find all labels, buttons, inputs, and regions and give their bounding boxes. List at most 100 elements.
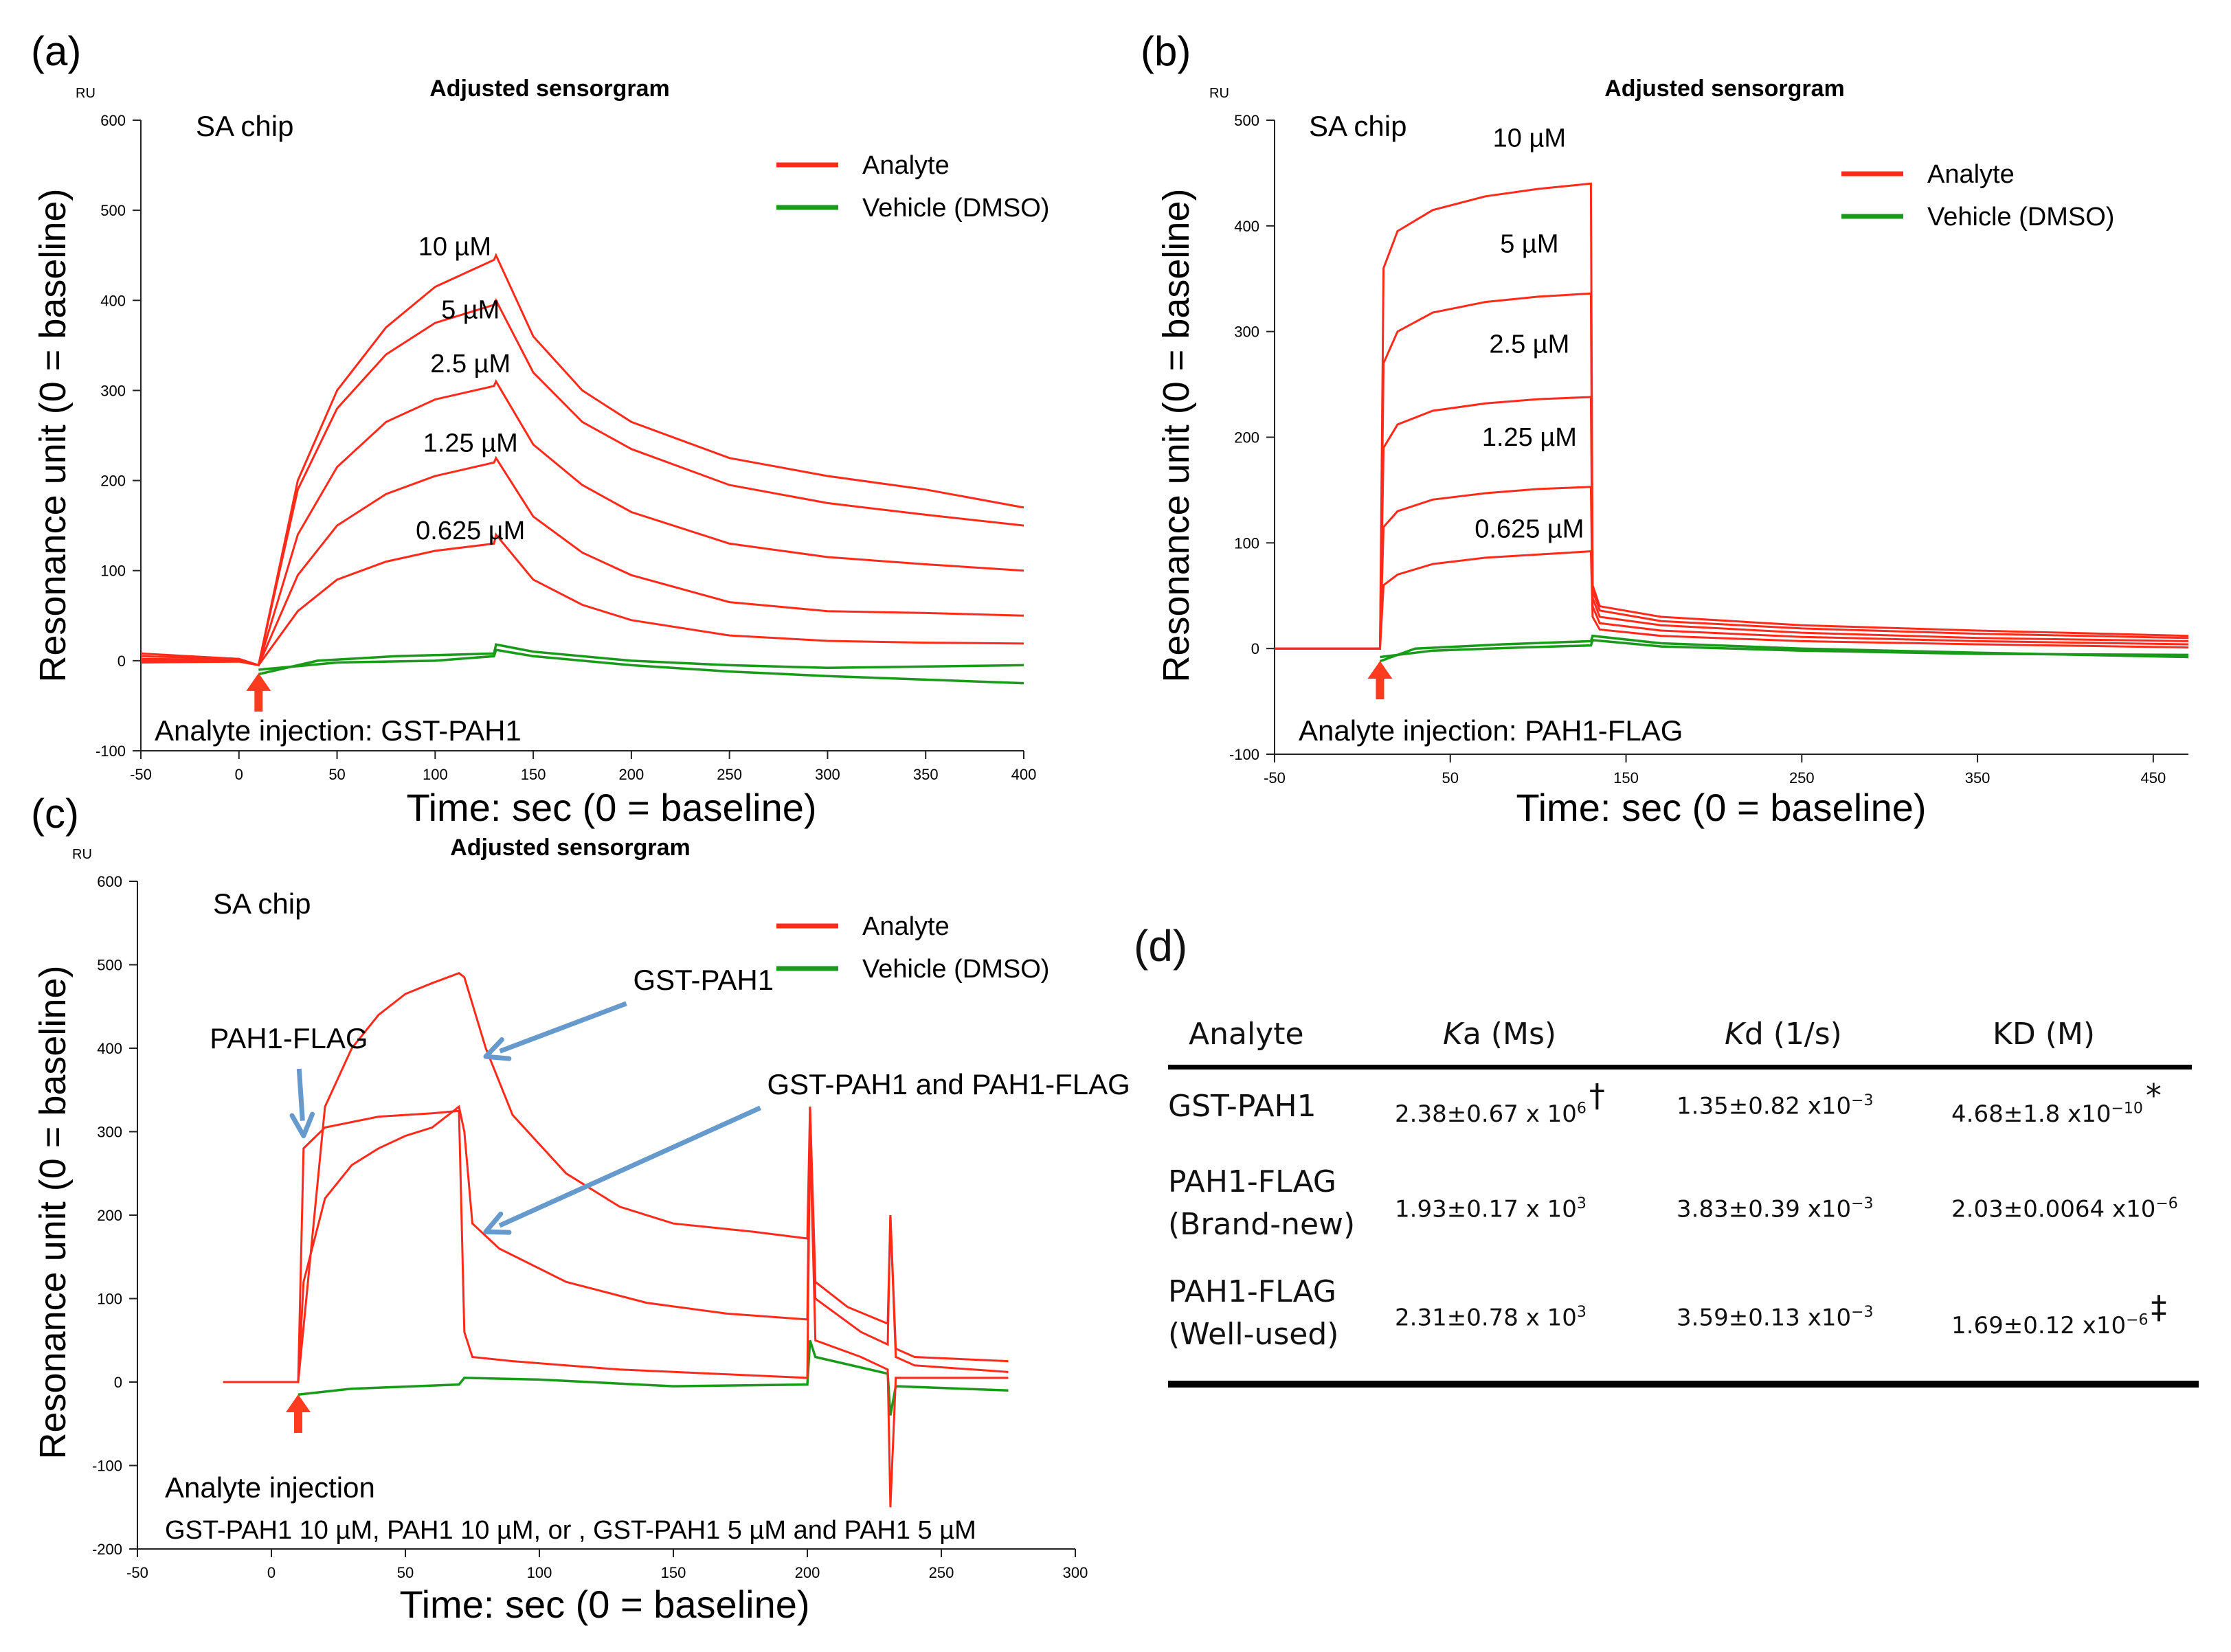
analyte-trace xyxy=(1275,182,2189,650)
y-tick-label: 400 xyxy=(1234,218,1259,235)
y-axis-title: Resonance unit (0 = baseline) xyxy=(32,189,74,683)
chip-label: SA chip xyxy=(196,110,293,142)
table-row-2-ka: 1.93±0.17 x 103 xyxy=(1395,1195,1587,1223)
col-header-kd: Kd (1/s) xyxy=(1725,1017,1842,1052)
y-tick-label: 200 xyxy=(97,1207,122,1224)
y-tick-label: 0 xyxy=(117,653,126,670)
y-tick-label: -100 xyxy=(1229,746,1259,763)
vehicle-trace xyxy=(1379,634,2189,663)
x-tick-label: -50 xyxy=(126,1564,148,1581)
annotation-label: PAH1-FLAG xyxy=(210,1022,368,1054)
chip-label: SA chip xyxy=(1309,110,1406,142)
x-tick-label: 50 xyxy=(1442,769,1459,787)
x-tick-label: 250 xyxy=(929,1564,954,1581)
x-tick-label: 50 xyxy=(328,766,345,783)
analyte-trace xyxy=(140,379,1024,667)
injection-note: Analyte injection xyxy=(165,1471,375,1504)
chip-label: SA chip xyxy=(213,887,311,920)
analyte-trace xyxy=(223,1109,1009,1508)
x-tick-label: 200 xyxy=(619,766,644,783)
y-tick-label: 0 xyxy=(1251,640,1259,657)
concentration-label: 5 µM xyxy=(1500,229,1558,258)
analyte-trace xyxy=(1275,486,2189,650)
vehicle-trace xyxy=(298,1339,1009,1416)
injection-note: Analyte injection: GST-PAH1 xyxy=(155,714,522,747)
x-tick-label: 350 xyxy=(913,766,939,783)
chart-title: Adjusted sensorgram xyxy=(429,76,670,102)
x-tick-label: 350 xyxy=(1965,769,1991,787)
table-row-1-kd: 1.35±0.82 x10−3 xyxy=(1677,1092,1874,1120)
concentration-label: 10 µM xyxy=(1493,124,1566,152)
legend-label: Vehicle (DMSO) xyxy=(1927,203,2114,231)
table-row-3-KD: 1.69±0.12 x10−6‡ xyxy=(1951,1289,2167,1339)
table-row-2-analyte: PAH1-FLAG (Brand-new) xyxy=(1168,1164,1356,1242)
y-tick-label: 300 xyxy=(100,382,126,399)
y-tick-label: 0 xyxy=(114,1374,122,1391)
kinetics-table: (d) Analyte Ka (Ms) Kd (1/s) KD (M) GST-… xyxy=(1134,921,2199,1394)
injection-note: Analyte injection: PAH1-FLAG xyxy=(1299,714,1683,747)
table-row-3-ka: 2.31±0.78 x 103 xyxy=(1395,1304,1587,1332)
panel-label: (c) xyxy=(31,791,79,837)
x-tick-label: 150 xyxy=(521,766,546,783)
y-tick-label: 600 xyxy=(97,873,122,890)
annotation-label: GST-PAH1 xyxy=(634,964,774,996)
concentration-label: 5 µM xyxy=(441,296,500,325)
x-tick-label: 400 xyxy=(1011,766,1037,783)
col-header-analyte: Analyte xyxy=(1189,1017,1304,1052)
legend-label: Analyte xyxy=(862,912,950,941)
panel-label-d: (d) xyxy=(1134,921,1188,971)
y-tick-label: 500 xyxy=(1234,112,1259,129)
concentration-label: 0.625 µM xyxy=(416,517,525,545)
table-row-3-kd: 3.59±0.13 x10−3 xyxy=(1677,1304,1874,1332)
y-tick-label: 600 xyxy=(100,112,126,129)
concentration-label: 10 µM xyxy=(418,233,491,262)
annotation-arrow xyxy=(296,1068,305,1121)
table-bottom-rule xyxy=(1168,1381,2199,1388)
table-row-1-analyte: GST-PAH1 xyxy=(1168,1089,1316,1124)
chart-panel-1: (a) Adjusted sensorgram RU -100 0 100 200 300 40… xyxy=(31,28,1049,829)
x-tick-label: 150 xyxy=(1613,769,1639,787)
chart-panel-2: (b) Adjusted sensorgram RU -100 0 100 200 300 40… xyxy=(1141,28,2189,829)
y-tick-label: 200 xyxy=(1234,429,1259,446)
concentration-label: 2.5 µM xyxy=(1489,330,1569,359)
x-tick-label: -50 xyxy=(130,766,152,783)
x-tick-label: 300 xyxy=(1063,1564,1088,1581)
chart-title: Adjusted sensorgram xyxy=(450,835,691,861)
concentration-label: 1.25 µM xyxy=(1482,423,1577,452)
y-tick-label: -100 xyxy=(92,1458,122,1475)
analyte-trace xyxy=(1275,396,2189,650)
x-tick-label: 200 xyxy=(795,1564,820,1581)
table-row-1-KD: 4.68±1.8 x10−10* xyxy=(1951,1077,2162,1128)
annotation-label: GST-PAH1 and PAH1-FLAG xyxy=(767,1068,1130,1100)
analyte-trace xyxy=(141,455,1024,667)
analyte-trace xyxy=(223,1105,1009,1383)
panel-label: (b) xyxy=(1141,28,1191,74)
injection-arrow-icon xyxy=(1367,661,1393,700)
x-tick-label: 250 xyxy=(1789,769,1815,787)
analyte-trace xyxy=(140,532,1024,667)
y-unit-label: RU xyxy=(76,86,96,101)
x-tick-label: 100 xyxy=(527,1564,552,1581)
x-tick-label: 450 xyxy=(2140,769,2166,787)
y-tick-label: 500 xyxy=(100,202,126,219)
vehicle-trace xyxy=(258,648,1024,685)
vehicle-trace xyxy=(258,643,1024,676)
y-unit-label: RU xyxy=(72,847,92,862)
y-tick-label: 100 xyxy=(97,1291,122,1308)
x-tick-label: 300 xyxy=(815,766,840,783)
col-header-ka: Ka (Ms) xyxy=(1443,1017,1557,1052)
annotation-arrowhead-icon xyxy=(289,1111,315,1139)
injection-detail: GST-PAH1 10 µM, PAH1 10 µM, or , GST-PAH… xyxy=(165,1516,976,1545)
y-tick-label: 300 xyxy=(97,1124,122,1141)
concentration-label: 0.625 µM xyxy=(1475,515,1584,544)
concentration-label: 1.25 µM xyxy=(423,429,518,458)
y-tick-label: 400 xyxy=(97,1040,122,1057)
x-axis-title: Time: sec (0 = baseline) xyxy=(1516,786,1926,829)
y-axis-title: Resonance unit (0 = baseline) xyxy=(1156,189,1197,683)
injection-arrow-icon xyxy=(286,1394,311,1433)
x-tick-label: -50 xyxy=(1264,769,1286,787)
annotation-arrow xyxy=(499,1001,627,1054)
annotation-arrowhead-icon xyxy=(483,1037,512,1061)
y-tick-label: 300 xyxy=(1234,324,1259,341)
